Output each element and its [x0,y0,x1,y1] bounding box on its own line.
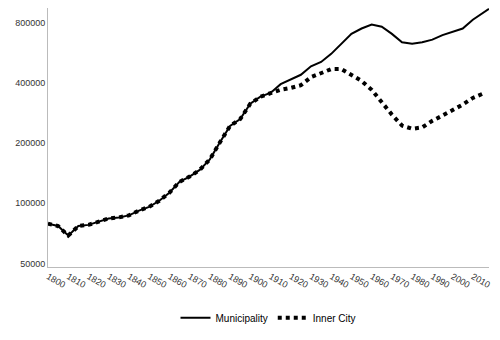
svg-text:1820: 1820 [85,271,107,290]
svg-text:1850: 1850 [146,271,168,290]
svg-text:1970: 1970 [389,271,411,290]
svg-text:Inner City: Inner City [313,313,356,324]
svg-text:1880: 1880 [207,271,229,290]
svg-text:2010: 2010 [470,271,492,290]
svg-text:1800: 1800 [45,271,67,290]
svg-text:800000: 800000 [15,18,45,28]
svg-text:1920: 1920 [288,271,310,290]
svg-text:50000: 50000 [20,259,45,269]
svg-text:1950: 1950 [348,271,370,290]
svg-text:1870: 1870 [186,271,208,290]
svg-text:Municipality: Municipality [216,313,268,324]
svg-text:2000: 2000 [449,271,471,290]
svg-text:1960: 1960 [368,271,390,290]
svg-text:1990: 1990 [429,271,451,290]
svg-text:1830: 1830 [105,271,127,290]
svg-text:1900: 1900 [247,271,269,290]
svg-text:1840: 1840 [126,271,148,290]
svg-text:1930: 1930 [308,271,330,290]
svg-text:1910: 1910 [267,271,289,290]
svg-text:400000: 400000 [15,78,45,88]
svg-text:1940: 1940 [328,271,350,290]
svg-text:1980: 1980 [409,271,431,290]
svg-text:200000: 200000 [15,138,45,148]
svg-text:1890: 1890 [227,271,249,290]
svg-text:1810: 1810 [65,271,87,290]
svg-text:100000: 100000 [15,198,45,208]
svg-text:1860: 1860 [166,271,188,290]
